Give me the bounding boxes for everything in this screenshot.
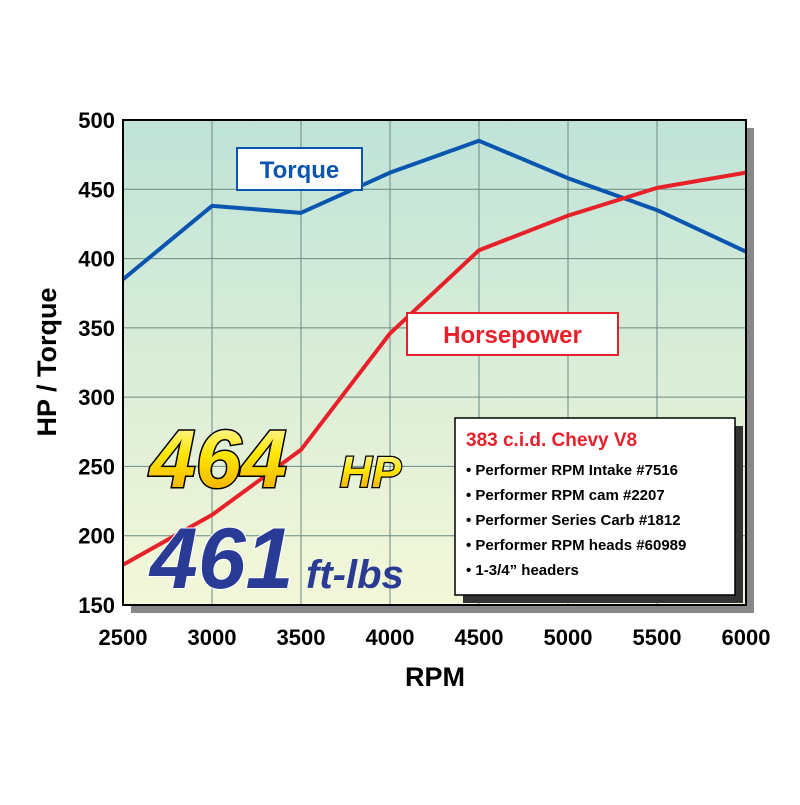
ticks: 150 200 250 300 350 400 450 500 2500 3000 3500 4000… <box>78 108 770 650</box>
torque-value: 461 <box>148 511 294 607</box>
y-tick-label: 350 <box>78 316 115 341</box>
specs-list: • Performer RPM Intake #7516 • Performer … <box>466 462 686 579</box>
spec-item: • Performer RPM Intake #7516 <box>466 462 678 479</box>
series-label-box <box>236 147 363 191</box>
x-tick-label: 3500 <box>277 625 326 650</box>
x-tick-label: 2500 <box>99 625 148 650</box>
x-tick-label: 5500 <box>633 625 682 650</box>
y-tick-label: 450 <box>78 177 115 202</box>
series-labels: Torque Horsepower <box>236 147 619 356</box>
y-tick-label: 200 <box>78 524 115 549</box>
x-tick-label: 4500 <box>455 625 504 650</box>
y-tick-label: 150 <box>78 593 115 618</box>
spec-item: • Performer RPM cam #2207 <box>466 487 665 504</box>
spec-item: • Performer Series Carb #1812 <box>466 512 681 529</box>
x-tick-label: 6000 <box>722 625 771 650</box>
x-tick-label: 5000 <box>544 625 593 650</box>
y-tick-label: 250 <box>78 454 115 479</box>
series-label: Horsepower <box>443 322 582 349</box>
series-label: Torque <box>260 157 340 184</box>
spec-item: • Performer RPM heads #60989 <box>466 537 686 554</box>
series-line <box>121 138 747 281</box>
series-label-box <box>406 312 619 356</box>
y-tick-label: 400 <box>78 247 115 272</box>
specs-title: 383 c.i.d. Chevy V8 <box>466 430 637 451</box>
hp-unit: HP <box>340 448 402 497</box>
plot-border <box>122 119 747 606</box>
hp-value: 464 <box>148 414 287 505</box>
series-line <box>122 170 747 567</box>
lines <box>121 138 747 567</box>
specs-box <box>454 417 736 596</box>
torque-unit: ft-lbs <box>306 553 404 597</box>
x-tick-label: 3000 <box>188 625 237 650</box>
x-tick-label: 4000 <box>366 625 415 650</box>
y-tick-label: 300 <box>78 385 115 410</box>
x-axis-label: RPM <box>405 662 465 692</box>
y-axis-label: HP / Torque <box>32 287 62 436</box>
y-tick-label: 500 <box>78 108 115 133</box>
spec-item: • 1-3/4” headers <box>466 562 579 579</box>
